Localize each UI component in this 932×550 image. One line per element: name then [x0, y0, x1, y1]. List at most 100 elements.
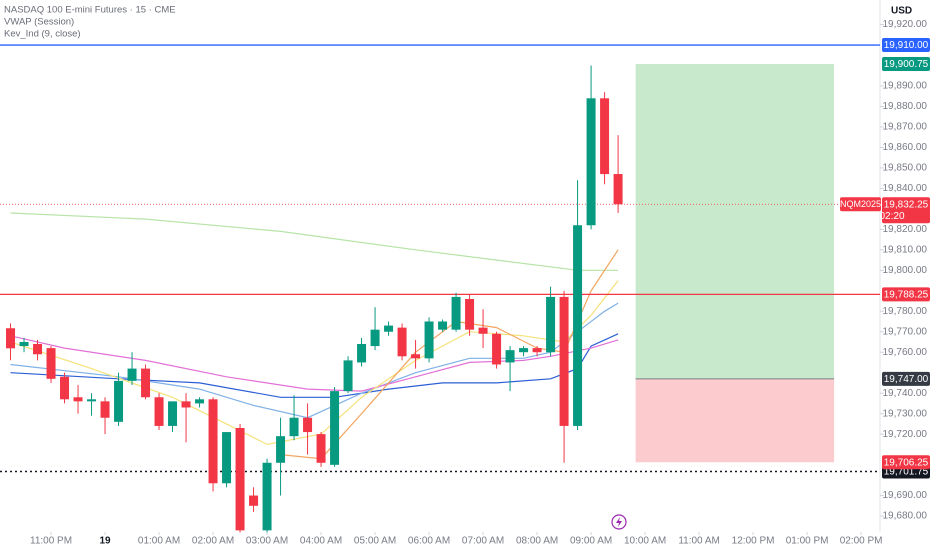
- x-tick-label: 11:00 AM: [678, 536, 720, 547]
- candle-body: [586, 98, 596, 226]
- candle-body: [289, 417, 299, 437]
- current-price-box: [882, 197, 930, 224]
- candle-body: [573, 225, 583, 426]
- x-tick-label: 06:00 AM: [408, 536, 450, 547]
- candle-body: [465, 298, 475, 330]
- x-tick-label: 11:00 PM: [30, 536, 72, 547]
- candle-body: [424, 321, 434, 359]
- y-tick-label: 19,730.00: [883, 408, 928, 419]
- candle-body: [397, 327, 407, 357]
- y-tick-label: 19,690.00: [883, 490, 928, 501]
- candle-body: [222, 432, 232, 484]
- y-tick-label: 19,770.00: [883, 326, 928, 337]
- candle-body: [600, 98, 610, 175]
- candle-body: [357, 344, 367, 363]
- candle-body: [262, 462, 272, 531]
- candle-body: [208, 399, 218, 484]
- loss-zone: [635, 378, 835, 463]
- y-tick-label: 19,850.00: [883, 163, 928, 174]
- candle-body: [303, 417, 313, 433]
- candle-body: [60, 376, 70, 400]
- candle-body: [505, 350, 515, 363]
- y-tick-label: 19,720.00: [883, 429, 928, 440]
- y-tick-label: 19,890.00: [883, 81, 928, 92]
- price-label-box: [882, 455, 930, 470]
- chart-title: NASDAQ 100 E-mini Futures · 15 · CME: [4, 5, 176, 16]
- indicator-label: VWAP (Session): [4, 17, 74, 28]
- candle-body: [478, 327, 488, 334]
- x-tick-label: 01:00 AM: [138, 536, 180, 547]
- x-tick-label: 19: [99, 536, 111, 547]
- symbol-label: NQM2025: [840, 199, 881, 209]
- x-tick-label: 02:00 PM: [840, 536, 883, 547]
- x-tick-label: 12:00 PM: [732, 536, 775, 547]
- candle-body: [154, 397, 164, 426]
- candle-body: [370, 329, 380, 347]
- candle-body: [343, 360, 353, 392]
- price-label: 19,747.00: [884, 374, 929, 385]
- x-tick-label: 08:00 AM: [516, 536, 558, 547]
- candle-body: [87, 399, 97, 402]
- countdown: 02:20: [879, 211, 904, 222]
- symbol-box: [840, 197, 881, 212]
- price-label: 19,910.00: [884, 40, 929, 51]
- candle-body: [181, 401, 191, 408]
- price-label: 19,788.25: [884, 289, 929, 300]
- replay-icon[interactable]: [611, 514, 627, 530]
- candle-body: [613, 174, 623, 205]
- y-tick-label: 19,740.00: [883, 388, 928, 399]
- y-tick-label: 19,760.00: [883, 347, 928, 358]
- y-tick-label: 19,800.00: [883, 265, 928, 276]
- profit-zone: [635, 63, 835, 379]
- candle-body: [546, 296, 556, 353]
- candle-body: [46, 348, 56, 379]
- candle-body: [141, 368, 151, 398]
- price-label-box: [882, 371, 930, 386]
- candle-body: [559, 296, 569, 426]
- y-tick-label: 19,820.00: [883, 224, 928, 235]
- candle-body: [451, 296, 461, 330]
- candle-body: [73, 397, 83, 402]
- price-label: 19,701.75: [884, 467, 929, 478]
- candle-body: [330, 391, 340, 465]
- candle-body: [168, 401, 178, 426]
- candle-body: [492, 333, 502, 365]
- x-tick-label: 01:00 PM: [786, 536, 829, 547]
- y-tick-label: 19,810.00: [883, 244, 928, 255]
- candle-body: [249, 495, 259, 506]
- x-tick-label: 07:00 AM: [462, 536, 504, 547]
- price-label-box: [882, 38, 930, 53]
- candle-body: [114, 380, 124, 422]
- current-price-label: 19,832.25: [884, 199, 929, 210]
- candle-body: [519, 348, 529, 353]
- candle-body: [100, 401, 110, 418]
- candle-body: [33, 344, 43, 355]
- price-label-box: [882, 287, 930, 302]
- x-tick-label: 09:00 AM: [570, 536, 612, 547]
- y-tick-label: 19,920.00: [883, 19, 928, 30]
- candle-body: [438, 321, 448, 330]
- candle-body: [127, 368, 137, 381]
- candle-body: [19, 341, 29, 347]
- x-tick-label: 10:00 AM: [624, 536, 666, 547]
- y-tick-label: 19,860.00: [883, 142, 928, 153]
- x-tick-label: 03:00 AM: [246, 536, 288, 547]
- y-tick-label: 19,880.00: [883, 101, 928, 112]
- x-tick-label: 02:00 AM: [192, 536, 234, 547]
- icon-circle: [611, 514, 627, 530]
- candle-body: [532, 348, 542, 353]
- candle-body: [316, 434, 326, 463]
- y-tick-label: 19,680.00: [883, 511, 928, 522]
- icon-bolt: [616, 517, 622, 527]
- indicator-label: Kev_Ind (9, close): [4, 29, 81, 40]
- y-tick-label: 19,870.00: [883, 122, 928, 133]
- candle-body: [276, 436, 286, 463]
- price-label: 19,706.25: [884, 457, 929, 468]
- currency: USD: [891, 6, 912, 17]
- price-label-box: [882, 56, 930, 71]
- x-tick-label: 05:00 AM: [354, 536, 396, 547]
- candle-body: [6, 328, 16, 349]
- x-tick-label: 04:00 AM: [300, 536, 342, 547]
- price-label: 19,900.75: [884, 59, 929, 70]
